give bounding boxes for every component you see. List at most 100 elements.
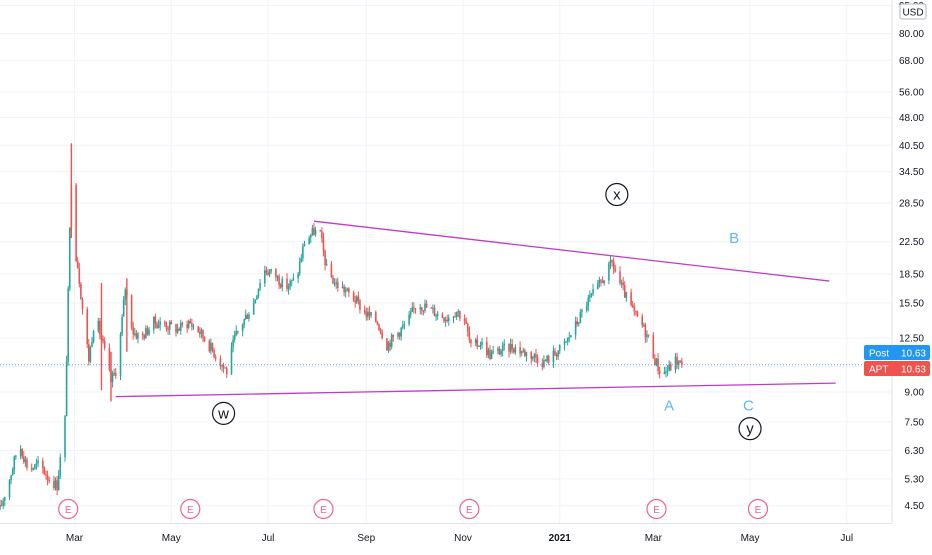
- candle-body: [214, 357, 217, 359]
- candle-body: [623, 285, 626, 298]
- candle-body: [520, 351, 523, 354]
- candle-body: [248, 314, 250, 319]
- candle-body: [65, 361, 68, 417]
- candle-body: [581, 310, 583, 313]
- price-badge-label: APT: [869, 365, 888, 376]
- candle-body: [669, 364, 672, 370]
- candle-body: [37, 460, 39, 464]
- candle-body: [466, 323, 469, 332]
- y-tick-label: 6.30: [905, 446, 925, 457]
- plot-background: [0, 0, 892, 523]
- candle-body: [89, 346, 92, 362]
- time-axis[interactable]: Mar May Jul Sep Nov 2021 Mar May Jul: [0, 523, 892, 545]
- candle-body: [76, 260, 79, 269]
- candle-body: [86, 309, 89, 345]
- candle-body: [370, 312, 372, 316]
- candle-body: [643, 324, 645, 326]
- candle-body: [324, 250, 326, 265]
- candle-body: [511, 344, 513, 350]
- y-tick-label: 48.00: [899, 113, 924, 124]
- candle-body: [454, 316, 456, 318]
- candle-body: [344, 290, 347, 293]
- candle-body: [281, 278, 284, 288]
- candle-body: [13, 456, 16, 470]
- candle-body: [11, 469, 14, 476]
- currency-label: USD: [902, 8, 923, 19]
- candle-body: [235, 330, 238, 335]
- candle-body: [168, 322, 171, 330]
- candle-body: [103, 340, 106, 349]
- candle-body: [603, 280, 605, 284]
- candle-body: [332, 277, 334, 284]
- candle-body: [566, 337, 569, 342]
- candle-body: [379, 330, 382, 333]
- price-badge: [864, 361, 930, 376]
- candle-body: [600, 279, 602, 282]
- candle-body: [574, 321, 577, 336]
- candle-body: [354, 300, 356, 303]
- candle-body: [243, 319, 245, 325]
- candle-body: [455, 311, 458, 318]
- candle-body: [622, 282, 624, 286]
- candle-body: [398, 332, 401, 337]
- candle-body: [276, 276, 279, 278]
- candle-body: [668, 364, 670, 371]
- candle-body: [303, 244, 306, 247]
- candle-body: [346, 288, 349, 291]
- earnings-marker: [646, 498, 667, 520]
- earnings-marker: [747, 498, 769, 520]
- price-axis[interactable]: 4.505.306.307.509.0010.5012.5015.5018.50…: [891, 0, 932, 550]
- candle-body: [102, 338, 104, 341]
- candle-body: [403, 324, 406, 326]
- candle-body: [135, 333, 138, 339]
- candle-body: [535, 354, 537, 358]
- candle-body: [558, 344, 561, 351]
- x-tick-label: Mar: [645, 533, 663, 544]
- candle-body: [108, 348, 111, 370]
- candle-body: [203, 337, 206, 341]
- candle-body: [157, 325, 160, 328]
- earnings-marker-label: E: [466, 505, 473, 516]
- candle-body: [555, 354, 558, 357]
- candle-body: [554, 350, 556, 355]
- candle-body: [67, 288, 69, 362]
- y-tick-label: 7.50: [905, 417, 925, 428]
- candle-body: [302, 246, 304, 259]
- candle-body: [401, 325, 404, 328]
- candle-body: [419, 307, 422, 310]
- candle-body: [430, 307, 433, 309]
- candle-body: [568, 337, 571, 339]
- candle-body: [447, 317, 450, 321]
- candle-body: [435, 315, 437, 317]
- candle-body: [508, 343, 510, 352]
- candle-body: [24, 459, 27, 462]
- candle-body: [487, 349, 490, 356]
- candle-body: [465, 321, 467, 324]
- earnings-marker-label: E: [320, 505, 327, 516]
- candle-body: [254, 299, 257, 304]
- candle-body: [297, 273, 299, 279]
- candle-body: [375, 312, 377, 322]
- candle-body: [289, 280, 291, 287]
- candle-body: [143, 335, 146, 339]
- candle-body: [130, 295, 133, 328]
- candle-body: [202, 329, 204, 338]
- candle-body: [153, 316, 155, 330]
- candle-body: [99, 320, 101, 335]
- candle-body: [333, 283, 336, 285]
- y-tick-label: 12.50: [899, 334, 924, 345]
- candle-body: [192, 326, 195, 328]
- wave-labels: w x y A B C: [211, 182, 762, 441]
- x-tick-label: May: [162, 533, 181, 544]
- candle-body: [78, 268, 81, 285]
- candle-body: [365, 311, 368, 317]
- candle-body: [601, 281, 604, 284]
- candle-body: [352, 292, 355, 301]
- candle-body: [681, 361, 683, 365]
- candle-body: [341, 286, 344, 289]
- candle-body: [481, 341, 483, 346]
- candle-body: [15, 455, 17, 457]
- candle-body: [80, 284, 82, 300]
